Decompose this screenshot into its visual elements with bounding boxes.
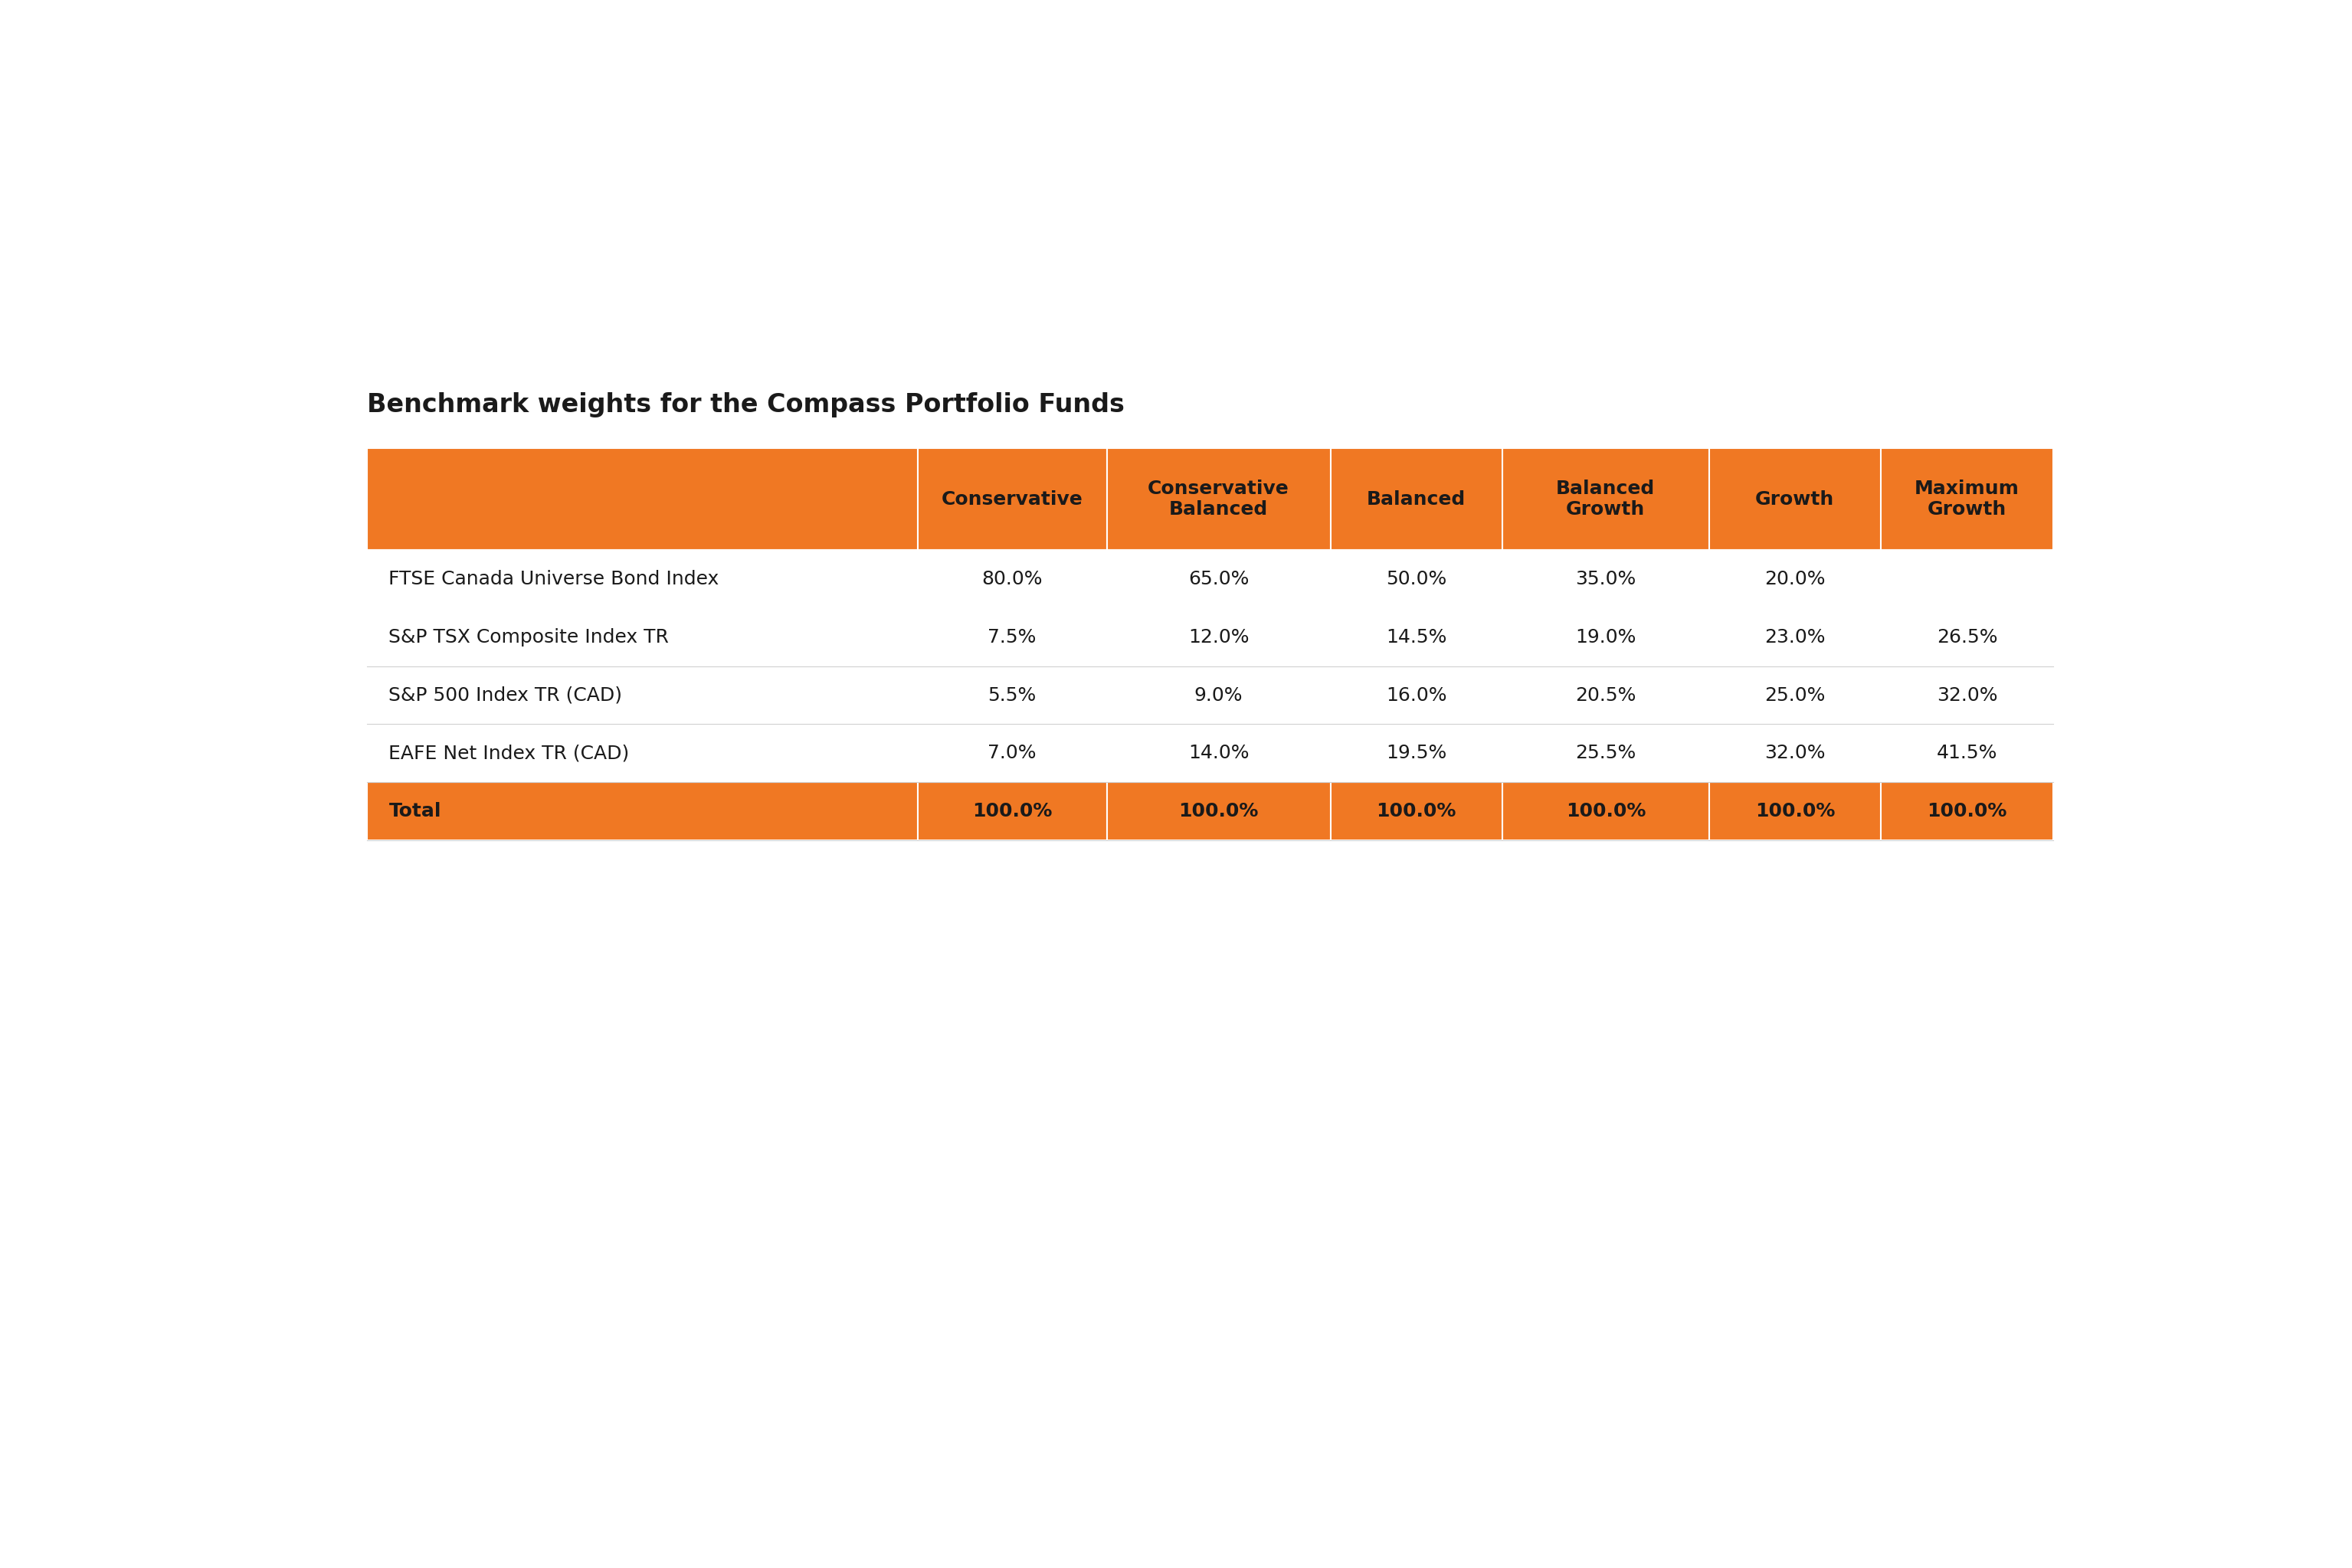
Text: 25.0%: 25.0% <box>1764 687 1825 704</box>
Bar <box>917 666 1108 724</box>
Text: 9.0%: 9.0% <box>1195 687 1242 704</box>
Text: 35.0%: 35.0% <box>1576 571 1637 588</box>
Bar <box>1710 550 1882 608</box>
Bar <box>1331 782 1503 840</box>
Bar <box>917 550 1108 608</box>
Bar <box>1882 782 2053 840</box>
Text: 32.0%: 32.0% <box>1764 743 1825 762</box>
Bar <box>1882 448 2053 550</box>
Text: 65.0%: 65.0% <box>1188 571 1249 588</box>
Text: Balanced
Growth: Balanced Growth <box>1557 480 1656 519</box>
Bar <box>1503 782 1710 840</box>
Bar <box>1503 666 1710 724</box>
Bar <box>1882 724 2053 782</box>
Text: 26.5%: 26.5% <box>1936 629 1997 646</box>
Text: 19.5%: 19.5% <box>1385 743 1446 762</box>
Bar <box>1331 448 1503 550</box>
Text: EAFE Net Index TR (CAD): EAFE Net Index TR (CAD) <box>388 743 630 762</box>
Text: 32.0%: 32.0% <box>1936 687 1997 704</box>
Text: Growth: Growth <box>1755 489 1835 508</box>
Text: S&P TSX Composite Index TR: S&P TSX Composite Index TR <box>388 629 668 646</box>
Bar <box>1503 724 1710 782</box>
Bar <box>1503 608 1710 666</box>
Text: 41.5%: 41.5% <box>1936 743 1997 762</box>
Bar <box>367 448 917 550</box>
Text: Conservative: Conservative <box>941 489 1082 508</box>
Bar <box>1108 550 1331 608</box>
Bar <box>1331 666 1503 724</box>
Text: 20.0%: 20.0% <box>1764 571 1825 588</box>
Bar <box>1108 448 1331 550</box>
Bar <box>1108 608 1331 666</box>
Bar <box>917 782 1108 840</box>
Text: 50.0%: 50.0% <box>1385 571 1446 588</box>
Bar <box>1710 724 1882 782</box>
Bar <box>367 608 917 666</box>
Text: 19.0%: 19.0% <box>1576 629 1637 646</box>
Bar <box>1331 724 1503 782</box>
Bar <box>367 782 917 840</box>
Bar <box>1882 608 2053 666</box>
Bar <box>1108 782 1331 840</box>
Text: 7.5%: 7.5% <box>988 629 1037 646</box>
Text: 20.5%: 20.5% <box>1576 687 1637 704</box>
Text: 100.0%: 100.0% <box>1178 801 1258 820</box>
Text: 14.0%: 14.0% <box>1188 743 1249 762</box>
Text: S&P 500 Index TR (CAD): S&P 500 Index TR (CAD) <box>388 687 623 704</box>
Bar <box>1710 666 1882 724</box>
Bar <box>1710 782 1882 840</box>
Text: 100.0%: 100.0% <box>1755 801 1835 820</box>
Bar <box>1503 448 1710 550</box>
Text: Conservative
Balanced: Conservative Balanced <box>1148 480 1289 519</box>
Text: 23.0%: 23.0% <box>1764 629 1825 646</box>
Text: 14.5%: 14.5% <box>1385 629 1446 646</box>
Text: Balanced: Balanced <box>1367 489 1465 508</box>
Bar <box>367 724 917 782</box>
Bar <box>1108 666 1331 724</box>
Bar <box>1882 550 2053 608</box>
Bar <box>367 550 917 608</box>
Text: Maximum
Growth: Maximum Growth <box>1915 480 2020 519</box>
Bar <box>1710 448 1882 550</box>
Bar <box>917 608 1108 666</box>
Bar <box>1882 666 2053 724</box>
Bar <box>1331 608 1503 666</box>
Text: 12.0%: 12.0% <box>1188 629 1249 646</box>
Bar <box>917 448 1108 550</box>
Text: 100.0%: 100.0% <box>971 801 1051 820</box>
Text: 100.0%: 100.0% <box>1376 801 1456 820</box>
Text: 25.5%: 25.5% <box>1576 743 1637 762</box>
Text: 100.0%: 100.0% <box>1926 801 2006 820</box>
Bar <box>1108 724 1331 782</box>
Text: FTSE Canada Universe Bond Index: FTSE Canada Universe Bond Index <box>388 571 720 588</box>
Text: 100.0%: 100.0% <box>1566 801 1646 820</box>
Bar <box>1503 550 1710 608</box>
Text: Benchmark weights for the Compass Portfolio Funds: Benchmark weights for the Compass Portfo… <box>367 392 1124 417</box>
Bar <box>1710 608 1882 666</box>
Text: 80.0%: 80.0% <box>981 571 1042 588</box>
Text: 5.5%: 5.5% <box>988 687 1037 704</box>
Text: 16.0%: 16.0% <box>1385 687 1446 704</box>
Bar <box>367 666 917 724</box>
Text: 7.0%: 7.0% <box>988 743 1037 762</box>
Bar <box>917 724 1108 782</box>
Text: Total: Total <box>388 801 442 820</box>
Bar <box>1331 550 1503 608</box>
